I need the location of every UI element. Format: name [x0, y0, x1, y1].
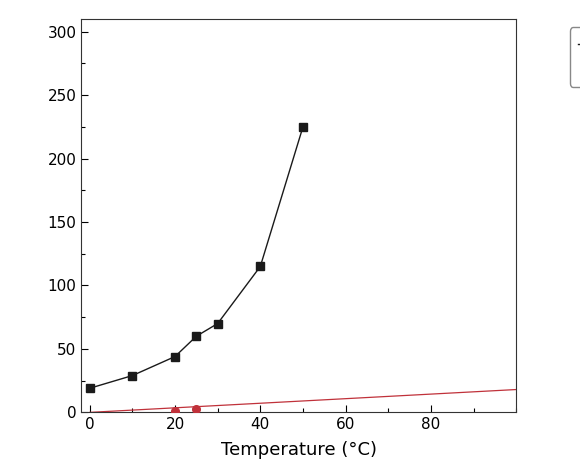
- Acet: [257, 264, 264, 269]
- Acet: [193, 333, 200, 339]
- Acet: [129, 373, 136, 378]
- Acet: [299, 124, 306, 130]
- Acet: [172, 354, 179, 359]
- Legend: Acet, Form: Acet, Form: [570, 27, 580, 87]
- Form: [193, 406, 200, 411]
- Line: Form: Form: [171, 405, 200, 415]
- Form: [172, 408, 179, 414]
- Acet: [86, 385, 93, 391]
- X-axis label: Temperature (°C): Temperature (°C): [221, 440, 376, 458]
- Line: Acet: Acet: [86, 123, 307, 392]
- Acet: [214, 321, 221, 327]
